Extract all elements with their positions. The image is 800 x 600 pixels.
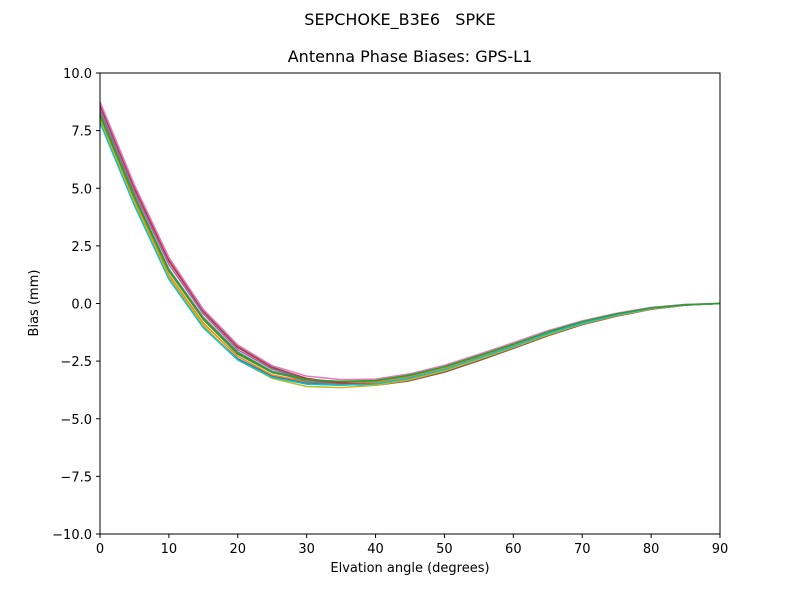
series-line-azimuth-10 <box>99 122 721 387</box>
x-tick-label: 90 <box>712 542 729 557</box>
y-tick-label: −7.5 <box>60 470 92 485</box>
figure-suptitle: SEPCHOKE_B3E6 SPKE <box>304 10 496 29</box>
y-tick-label: 2.5 <box>71 240 92 255</box>
x-tick-label: 10 <box>161 542 178 557</box>
x-tick-label: 80 <box>643 542 660 557</box>
series-line-azimuth-1 <box>99 121 721 385</box>
series-line-azimuth-2 <box>99 118 721 385</box>
series-line-azimuth-5 <box>99 108 721 386</box>
series-line-azimuth-11 <box>99 114 721 383</box>
x-tick-label: 40 <box>367 542 384 557</box>
y-axis-ticks: 10.0 7.5 5.0 2.5 0.0 −2.5 −5.0 −7.5 −10.0 <box>52 67 100 543</box>
x-tick-label: 20 <box>230 542 247 557</box>
series-line-azimuth-6 <box>99 102 721 387</box>
series-line-azimuth-4 <box>99 105 721 385</box>
data-lines <box>99 101 721 389</box>
y-tick-label: 0.0 <box>71 298 92 313</box>
series-line-azimuth-8 <box>99 111 721 386</box>
x-tick-label: 30 <box>298 542 315 557</box>
y-tick-label: −2.5 <box>60 355 92 370</box>
y-axis-label: Bias (mm) <box>27 269 42 337</box>
x-axis-ticks: 0 10 20 30 40 50 60 70 80 90 <box>96 534 728 557</box>
y-tick-label: 10.0 <box>63 67 92 82</box>
series-line-azimuth-3 <box>99 115 721 383</box>
y-tick-label: −5.0 <box>60 413 92 428</box>
series-line-azimuth-7 <box>99 101 721 381</box>
series-line-azimuth-9 <box>99 120 721 389</box>
y-tick-label: 5.0 <box>71 182 92 197</box>
y-tick-label: −10.0 <box>52 528 92 543</box>
y-tick-label: 7.5 <box>71 125 92 140</box>
x-axis-label: Elvation angle (degrees) <box>330 561 490 576</box>
x-tick-label: 50 <box>436 542 453 557</box>
chart-title: Antenna Phase Biases: GPS-L1 <box>287 47 533 66</box>
x-tick-label: 60 <box>505 542 522 557</box>
x-tick-label: 0 <box>96 542 104 557</box>
x-tick-label: 70 <box>574 542 591 557</box>
